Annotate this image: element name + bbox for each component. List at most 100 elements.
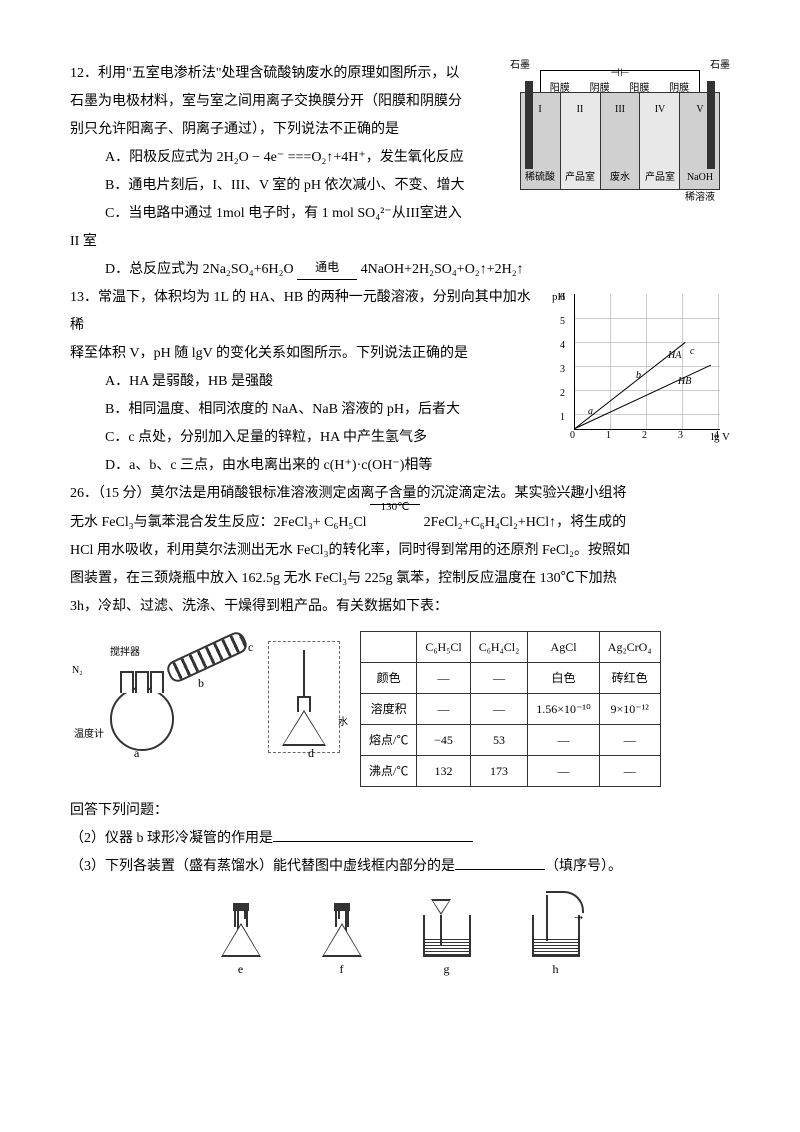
rn-5: V xyxy=(680,100,720,120)
r3c3: — xyxy=(528,756,600,787)
lbl-water: 水 xyxy=(338,713,348,733)
r0c3: 白色 xyxy=(528,663,600,694)
device-options: e f g → h xyxy=(190,887,610,981)
lbl-temp: 温度计 xyxy=(74,725,104,745)
r3c1: 132 xyxy=(417,756,470,787)
q26-sub3: （3）下列各装置（盛有蒸馏水）能代替图中虚线框内部分的是（填序号）。 xyxy=(70,853,730,881)
q26-stem2: ，将生成的 xyxy=(556,515,626,530)
q26-block: 26．（15 分）莫尔法是用硝酸银标准溶液测定卤离子含量的沉淀滴定法。某实验兴趣… xyxy=(70,480,730,981)
room-1: 稀硫酸 xyxy=(520,168,560,208)
q13-opt-a: A．HA 是弱酸，HB 是强酸 xyxy=(70,368,542,396)
th-4: Ag₂CrO₄ xyxy=(599,632,660,663)
label-ha: HA xyxy=(668,346,681,366)
electrolysis-diagram: ⊣⊢ 石墨 石墨 阳膜 阴膜 阳膜 阴膜 稀硫酸 产品室 废水 产品室 NaOH… xyxy=(510,60,730,210)
q12-opt-c: C．当电路中通过 1mol 电子时，有 1 mol SO₄²⁻从III室进入 xyxy=(70,200,510,228)
r2c1: −45 xyxy=(417,725,470,756)
r2c0: 熔点/℃ xyxy=(361,725,417,756)
room-5: NaOH 稀溶液 xyxy=(680,168,720,208)
q13-opt-d: D．a、b、c 三点，由水电离出来的 c(H⁺)·c(OH⁻)相等 xyxy=(70,452,542,480)
yt4: 4 xyxy=(560,336,565,356)
blank-2 xyxy=(273,841,473,842)
pt-c: c xyxy=(690,342,694,362)
yt5: 5 xyxy=(560,312,565,332)
q12-stem-3: 别只允许阳离子、阴离子通过），下列说法不正确的是 xyxy=(70,116,510,144)
q13-num: 13． xyxy=(70,290,98,305)
pt-b: b xyxy=(636,366,641,386)
q12-opt-b: B．通电片刻后，I、III、V 室的 pH 依次减小、不变、增大 xyxy=(70,172,510,200)
dev-e-label: e xyxy=(221,957,261,981)
dev-h: → h xyxy=(532,887,580,981)
xt1: 1 xyxy=(606,426,611,446)
q26-line5: 3h，冷却、过滤、洗涤、干燥得到粗产品。有关数据如下表： xyxy=(70,593,730,621)
q12-opt-a: A．阳极反应式为 2H₂O − 4e⁻ ===O₂↑+4H⁺，发生氧化反应 xyxy=(70,144,510,172)
yt6: 6 xyxy=(560,288,565,308)
q26-eq-r: 2FeCl₂+C₆H₄Cl₂+HCl↑ xyxy=(424,515,557,530)
dev-f: f xyxy=(322,887,362,981)
lbl-stir: 搅拌器 xyxy=(110,643,140,663)
q13-stem2: 释至体积 V，pH 随 lgV 的变化关系如图所示。下列说法正确的是 xyxy=(70,340,542,368)
r1c3: 1.56×10⁻¹⁰ xyxy=(528,694,600,725)
xt4: 4 xyxy=(714,426,719,446)
r2c2: 53 xyxy=(470,725,528,756)
r0c0: 颜色 xyxy=(361,663,417,694)
apparatus-diagram: a b c d N₂ 搅拌器 温度计 水 xyxy=(70,631,350,761)
th-1: C₆H₅Cl xyxy=(417,632,470,663)
th-3: AgCl xyxy=(528,632,600,663)
q12-opt-d: D．总反应式为 2Na₂SO₄+6H₂O 通电 4NaOH+2H₂SO₄+O₂↑… xyxy=(70,256,730,284)
lbl-c: c xyxy=(248,635,253,659)
q12-d-cond: 通电 xyxy=(297,255,357,280)
q26-line3: HCl 用水吸收，利用莫尔法测出无水 FeCl₃的转化率，同时得到常用的还原剂 … xyxy=(70,537,730,565)
rn-1: I xyxy=(520,100,560,120)
q26-ans-label: 回答下列问题： xyxy=(70,797,730,825)
blank-3 xyxy=(455,869,545,870)
r3c2: 173 xyxy=(470,756,528,787)
q13-block: 13．常温下，体积均为 1L 的 HA、HB 的两种一元酸溶液，分别向其中加水稀… xyxy=(70,284,730,480)
q26-line4: 图装置，在三颈烧瓶中放入 162.5g 无水 FeCl₃与 225g 氯苯，控制… xyxy=(70,565,730,593)
room-4: 产品室 xyxy=(640,168,680,208)
label-hb: HB xyxy=(678,372,691,392)
r2c4: — xyxy=(599,725,660,756)
xt0: 0 xyxy=(570,426,575,446)
yt2: 2 xyxy=(560,384,565,404)
pt-a: a xyxy=(588,402,593,422)
r3c4: — xyxy=(599,756,660,787)
q13-text: 13．常温下，体积均为 1L 的 HA、HB 的两种一元酸溶液，分别向其中加水稀… xyxy=(70,284,542,480)
yt3: 3 xyxy=(560,360,565,380)
rn-3: III xyxy=(600,100,640,120)
q26-sub2-text: （2）仪器 b 球形冷凝管的作用是 xyxy=(70,831,273,846)
q13-opt-b: B．相同温度、相同浓度的 NaA、NaB 溶液的 pH，后者大 xyxy=(70,396,542,424)
q13-stem: 常温下，体积均为 1L 的 HA、HB 的两种一元酸溶液，分别向其中加水稀 xyxy=(70,290,531,333)
xt3: 3 xyxy=(678,426,683,446)
q13-opt-c: C．c 点处，分别加入足量的锌粒，HA 中产生氢气多 xyxy=(70,424,542,452)
q12-stem-1: 利用"五室电渗析法"处理含硫酸钠废水的原理如图所示，以 xyxy=(98,66,459,81)
th-0 xyxy=(361,632,417,663)
q12-d-post: 4NaOH+2H₂SO₄+O₂↑+2H₂↑ xyxy=(361,262,524,277)
room-2: 产品室 xyxy=(560,168,600,208)
q12-opt-c2: II 室 xyxy=(70,228,730,256)
dev-g: g xyxy=(423,887,471,981)
rn-4: IV xyxy=(640,100,680,120)
q26-num: 26． xyxy=(70,486,98,501)
dev-g-label: g xyxy=(423,957,471,981)
q12-text: 12．利用"五室电渗析法"处理含硫酸钠废水的原理如图所示，以 石墨为电极材料，室… xyxy=(70,60,510,228)
lbl-b: b xyxy=(198,671,204,695)
q26-sub2: （2）仪器 b 球形冷凝管的作用是 xyxy=(70,825,730,853)
r1c4: 9×10⁻¹² xyxy=(599,694,660,725)
q12-num: 12． xyxy=(70,66,98,81)
q26-marks: （15 分） xyxy=(98,486,151,501)
r0c1: — xyxy=(417,663,470,694)
q12-block: 12．利用"五室电渗析法"处理含硫酸钠废水的原理如图所示，以 石墨为电极材料，室… xyxy=(70,60,730,228)
ph-graph: pH lg V 1 2 3 4 5 6 0 1 2 3 4 HA HB a b … xyxy=(550,284,730,454)
q26-sub3a: （3）下列各装置（盛有蒸馏水）能代替图中虚线框内部分的是 xyxy=(70,859,455,874)
lbl-a: a xyxy=(134,741,139,765)
xt2: 2 xyxy=(642,426,647,446)
r0c4: 砖红色 xyxy=(599,663,660,694)
dev-f-label: f xyxy=(322,957,362,981)
q26-eq-l: 无水 FeCl₃与氯苯混合发生反应：2FeCl₃+ C₆H₅Cl xyxy=(70,515,367,530)
dev-e: e xyxy=(221,887,261,981)
r0c2: — xyxy=(470,663,528,694)
room-3: 废水 xyxy=(600,168,640,208)
r1c0: 溶度积 xyxy=(361,694,417,725)
lbl-n2: N₂ xyxy=(72,661,83,681)
data-table: C₆H₅Cl C₆H₄Cl₂ AgCl Ag₂CrO₄ 颜色——白色砖红色 溶度… xyxy=(360,631,661,787)
